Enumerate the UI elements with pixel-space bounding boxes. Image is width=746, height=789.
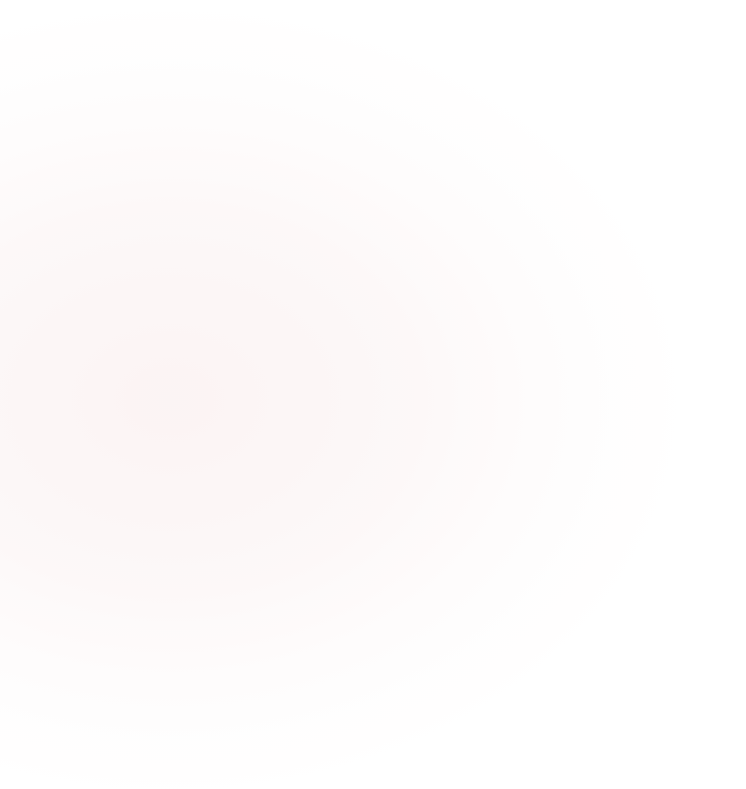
page-body: (() => { const data = JSON.parse(documen…: [0, 0, 746, 789]
background-glow: [0, 0, 746, 789]
page: {} html, body { margin: 0; padding: 0; w…: [0, 0, 746, 789]
